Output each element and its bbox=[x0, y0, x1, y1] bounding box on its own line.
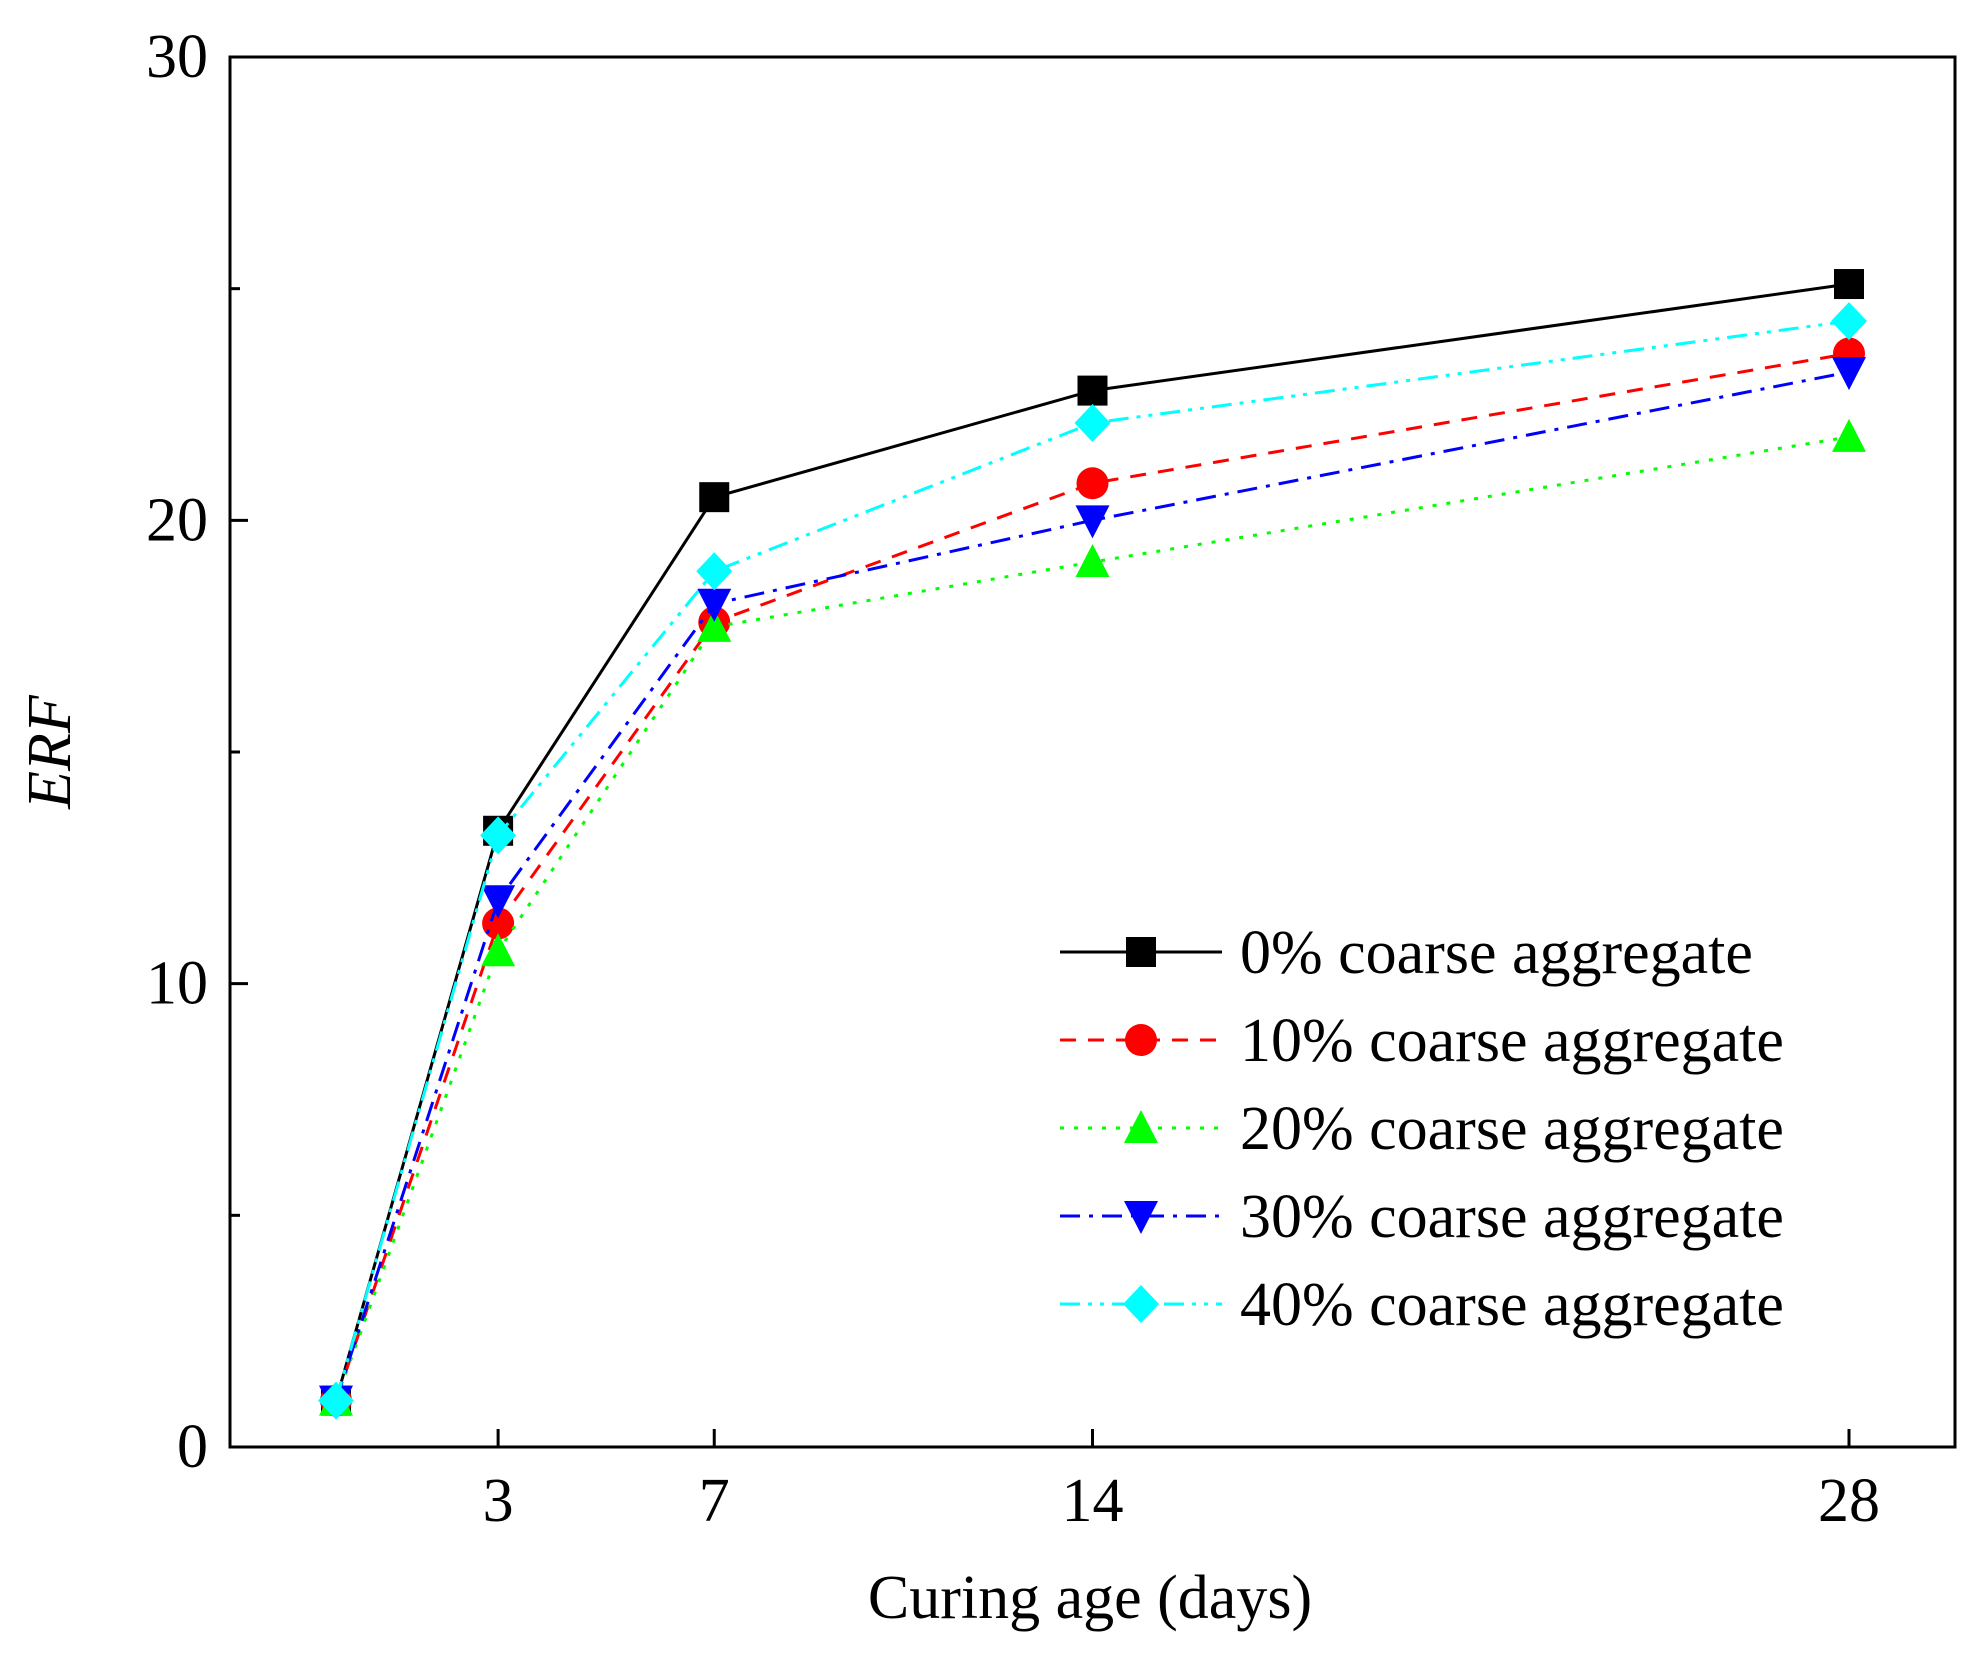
y-tick-label: 10 bbox=[146, 950, 208, 1018]
y-axis-title: ERF bbox=[16, 694, 84, 810]
x-tick-label: 28 bbox=[1818, 1467, 1880, 1535]
series-line bbox=[334, 319, 1850, 1402]
x-tick-label: 7 bbox=[699, 1467, 730, 1535]
data-point bbox=[1074, 404, 1111, 443]
data-point bbox=[699, 482, 730, 513]
x-tick-label: 3 bbox=[483, 1467, 514, 1535]
x-axis-title: Curing age (days) bbox=[868, 1564, 1312, 1632]
x-tick-label: 14 bbox=[1062, 1467, 1124, 1535]
data-point bbox=[697, 588, 732, 622]
data-point bbox=[1832, 418, 1866, 452]
y-axis: 0 10 20 30 bbox=[146, 23, 248, 1481]
data-point bbox=[1077, 375, 1108, 406]
data-point bbox=[482, 907, 515, 940]
series-layer bbox=[318, 269, 1867, 1420]
data-point bbox=[697, 608, 732, 642]
series-1 bbox=[320, 337, 1865, 1417]
x-axis: 3 7 14 28 bbox=[483, 1429, 1880, 1535]
legend-label: 0% coarse aggregate bbox=[1240, 919, 1753, 987]
y-tick-label: 0 bbox=[177, 1413, 208, 1481]
series-4 bbox=[318, 302, 1867, 1420]
data-point bbox=[1075, 544, 1110, 578]
legend-marker bbox=[1125, 1024, 1157, 1056]
legend-label: 20% coarse aggregate bbox=[1240, 1095, 1784, 1163]
legend-label: 40% coarse aggregate bbox=[1240, 1271, 1784, 1339]
data-point bbox=[480, 816, 517, 855]
data-point bbox=[318, 1381, 354, 1420]
data-point bbox=[481, 933, 516, 967]
legend-label: 10% coarse aggregate bbox=[1240, 1007, 1784, 1075]
legend-item: 0% coarse aggregate bbox=[1060, 919, 1753, 987]
legend-marker bbox=[1126, 937, 1156, 967]
legend-item: 10% coarse aggregate bbox=[1060, 1007, 1784, 1075]
y-tick-label: 20 bbox=[146, 486, 208, 554]
legend: 0% coarse aggregate 10% coarse aggregate 2… bbox=[1060, 919, 1784, 1339]
data-point bbox=[1831, 302, 1867, 341]
series-3 bbox=[319, 357, 1866, 1419]
data-point bbox=[1076, 467, 1109, 500]
legend-label: 30% coarse aggregate bbox=[1240, 1183, 1784, 1251]
data-point bbox=[1834, 269, 1864, 300]
legend-marker bbox=[1124, 1201, 1158, 1234]
legend-item: 20% coarse aggregate bbox=[1060, 1095, 1784, 1163]
legend-item: 40% coarse aggregate bbox=[1060, 1271, 1784, 1339]
data-point bbox=[696, 552, 733, 591]
y-tick-label: 30 bbox=[146, 23, 208, 91]
legend-marker bbox=[1124, 1110, 1158, 1143]
data-point bbox=[481, 885, 516, 919]
data-point bbox=[1075, 505, 1110, 539]
legend-marker bbox=[1123, 1285, 1159, 1323]
series-2 bbox=[319, 418, 1866, 1416]
legend-item: 30% coarse aggregate bbox=[1060, 1183, 1784, 1251]
data-point bbox=[1832, 357, 1866, 391]
